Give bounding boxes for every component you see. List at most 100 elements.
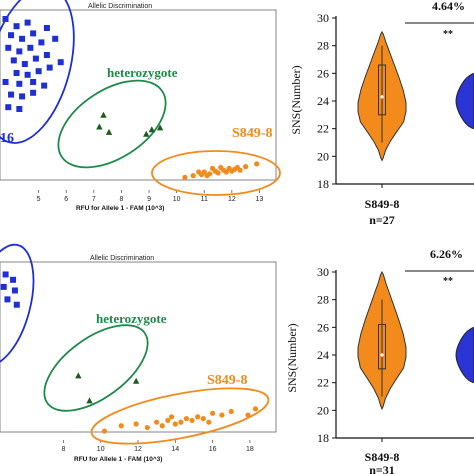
scatter-top-point-cluster-0: [21, 61, 28, 67]
scatter-bottom-point-cluster-2: [195, 414, 201, 420]
scatter-bottom-point-cluster-1: [75, 372, 82, 379]
violin-top-y-tick-label: 30: [317, 11, 329, 25]
violin-top-y-tick-label: 26: [317, 66, 329, 80]
scatter-bottom-point-cluster-2: [168, 414, 175, 420]
scatter-top-point-cluster-1: [100, 111, 107, 118]
scatter-bottom-point-cluster-2: [101, 428, 108, 434]
scatter-bottom-point-cluster-2: [144, 424, 150, 431]
scatter-top-point-cluster-2: [215, 170, 221, 176]
violin-top-violin-iqr-box: [378, 64, 386, 116]
scatter-top-point-cluster-0: [10, 57, 17, 64]
bottom-cluster-blue-ellipse: [0, 243, 35, 367]
scatter-top-x-tick-label: 12: [228, 196, 236, 203]
scatter-bottom-point-cluster-2: [159, 423, 165, 429]
violin-bottom-sig-label: **: [443, 276, 453, 287]
scatter-bottom-point-cluster-2: [252, 406, 259, 412]
scatter-bottom-point-cluster-2: [165, 417, 171, 424]
scatter-bottom-plot-frame: [0, 261, 277, 433]
scatter-top-point-cluster-2: [254, 161, 260, 167]
scatter-top-point-cluster-0: [43, 52, 50, 58]
scatter-bottom-point-cluster-2: [178, 419, 184, 425]
scatter-top-point-cluster-0: [43, 25, 50, 31]
scatter-top-point-cluster-0: [30, 79, 37, 85]
scatter-bottom-points: [0, 271, 259, 434]
top-cluster-s849-label: S849-8: [232, 126, 272, 141]
scatter-panel-top: Allelic Discrimination 5 6 7 8 9 10 11 12 13 RFU…: [0, 0, 281, 212]
scatter-top-point-cluster-0: [32, 55, 39, 62]
scatter-top-point-cluster-0: [13, 23, 20, 30]
scatter-top-x-ticks: 5 6 7 8 9 10 11 12 13: [37, 190, 264, 203]
scatter-bottom-point-cluster-2: [206, 419, 212, 425]
scatter-top-point-cluster-2: [218, 164, 224, 171]
violin-panel-top: 18 20 22 24 26 28 30 SNS(Number) 4.64% ** S849…: [289, 0, 474, 227]
scatter-top-point-cluster-0: [27, 44, 34, 51]
scatter-bottom-point-cluster-1: [86, 397, 93, 404]
scatter-top-x-tick-label: 8: [119, 196, 123, 203]
top-cluster-het-label: heterozygote: [107, 65, 178, 80]
scatter-top-point-cluster-2: [204, 173, 210, 179]
scatter-top-point-cluster-0: [30, 89, 37, 96]
scatter-top-point-cluster-0: [30, 30, 37, 37]
scatter-bottom-point-cluster-0: [4, 296, 11, 303]
violin-bottom-violin-iqr-box: [378, 324, 386, 370]
scatter-bottom-point-cluster-1: [132, 377, 140, 384]
top-cluster-blue-ellipse: [0, 0, 75, 144]
scatter-top-point-cluster-2: [201, 169, 207, 175]
scatter-top-point-cluster-1: [96, 123, 103, 130]
violin-top-y-tick-label: 20: [317, 149, 329, 163]
violin-top-y-label: SNS(Number): [289, 65, 303, 134]
scatter-bottom-x-tick-label: 8: [61, 446, 65, 453]
bottom-cluster-het-label: heterozygote: [96, 311, 167, 326]
scatter-top-point-cluster-0: [2, 79, 9, 85]
scatter-bottom-point-cluster-2: [228, 408, 234, 415]
violin-top-violin-blue-partial: [455, 72, 474, 130]
violin-top-sig-label: **: [443, 29, 453, 40]
scatter-top-point-cluster-0: [24, 19, 31, 26]
violin-top-n-label: n=27: [369, 213, 395, 227]
scatter-top-points: [2, 16, 260, 180]
violin-top-y-tick-label: 18: [317, 177, 329, 191]
scatter-top-x-tick-label: 6: [64, 196, 68, 203]
scatter-top-x-tick-label: 11: [201, 196, 208, 203]
violin-top-pct-label: 4.64%: [432, 0, 465, 13]
scatter-top-point-cluster-1: [143, 130, 150, 137]
violin-panel-bottom: 18 20 22 24 26 28 30 SNS(Number) 6.26% ** S849…: [285, 247, 474, 474]
scatter-bottom-point-cluster-2: [154, 419, 160, 425]
scatter-top-title: Allelic Discrimination: [88, 3, 152, 10]
violin-bottom-y-tick-label: 22: [317, 376, 329, 390]
violin-bottom-y-tick-label: 26: [317, 320, 329, 334]
scatter-top-point-cluster-0: [52, 35, 59, 42]
scatter-bottom-point-cluster-0: [2, 271, 9, 278]
scatter-top-point-cluster-0: [35, 68, 42, 75]
scatter-bottom-point-cluster-2: [118, 423, 124, 429]
scatter-bottom-x-tick-label: 18: [246, 446, 254, 453]
scatter-bottom-point-cluster-2: [189, 417, 195, 424]
violin-top-y-tick-label: 22: [317, 122, 329, 136]
scatter-bottom-point-cluster-2: [183, 416, 190, 422]
scatter-bottom-x-tick-label: 12: [134, 446, 142, 453]
top-cluster-blue-label: 16: [0, 131, 14, 146]
scatter-bottom-x-tick-label: 14: [171, 446, 179, 453]
violin-top-category-label: S849-8: [365, 197, 400, 211]
scatter-top-point-cluster-0: [19, 93, 26, 100]
scatter-top-point-cluster-0: [2, 16, 9, 22]
scatter-panel-bottom: Allelic Discrimination 8 10 12 14 16 18 RFU f…: [0, 243, 277, 463]
scatter-bottom-x-tick-label: 10: [97, 446, 105, 453]
scatter-top-point-cluster-0: [8, 91, 15, 98]
scatter-top-point-cluster-0: [5, 44, 12, 51]
scatter-top-x-tick-label: 13: [256, 196, 264, 203]
scatter-top-point-cluster-2: [209, 165, 216, 171]
scatter-top-point-cluster-0: [38, 39, 45, 46]
violin-top-y-axis: 18 20 22 24 26 28 30: [317, 11, 474, 191]
scatter-top-x-tick-label: 7: [92, 196, 96, 203]
scatter-top-point-cluster-0: [5, 104, 12, 111]
scatter-bottom-title: Allelic Discrimination: [90, 255, 154, 262]
violin-bottom-pct-label: 6.26%: [430, 247, 463, 261]
violin-top-y-tick-label: 28: [317, 39, 329, 53]
scatter-top-point-cluster-1: [105, 128, 113, 135]
scatter-top-point-cluster-0: [24, 71, 31, 78]
top-cluster-s849-ellipse: [151, 150, 281, 196]
scatter-top-x-label: RFU for Allele 1 - FAM (10^3): [76, 204, 164, 212]
scatter-top-point-cluster-2: [190, 173, 196, 179]
scatter-bottom-x-label: RFU for Allele 1 - FAM (10^3): [74, 455, 162, 463]
